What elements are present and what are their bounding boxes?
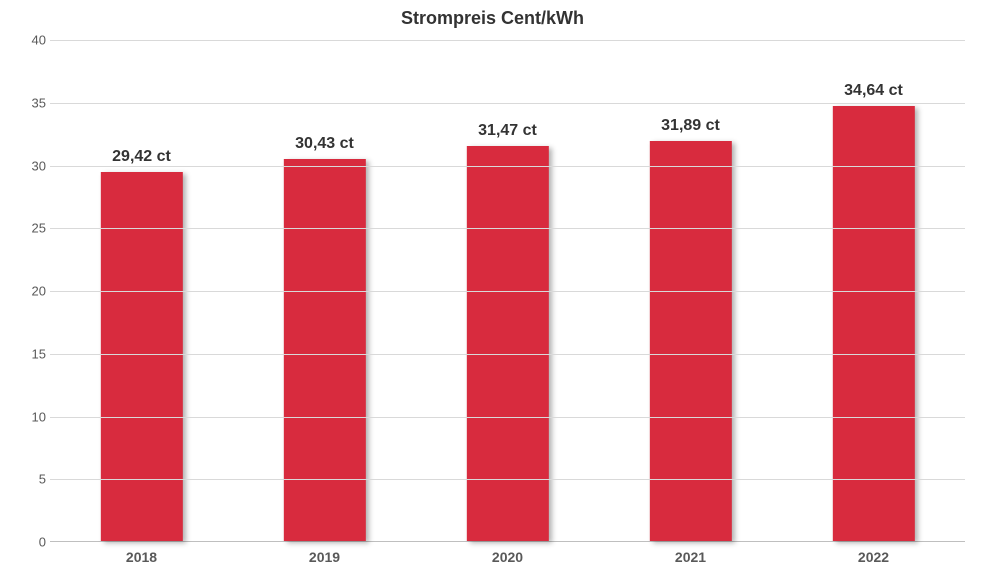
gridline [50, 479, 965, 480]
bar: 31,47 ct [466, 146, 548, 541]
ytick-label: 25 [0, 221, 46, 236]
ytick-label: 35 [0, 95, 46, 110]
gridline [50, 166, 965, 167]
gridline [50, 103, 965, 104]
bar-value-label: 30,43 ct [295, 135, 354, 153]
gridline [50, 228, 965, 229]
chart-container: Strompreis Cent/kWh 29,42 ct 30,43 ct 31,4… [0, 0, 985, 582]
ytick-label: 10 [0, 409, 46, 424]
ytick-label: 5 [0, 472, 46, 487]
xtick-label: 2018 [50, 549, 233, 565]
plot-area: 29,42 ct 30,43 ct 31,47 ct 31,89 ct 34,64 ct… [50, 40, 965, 542]
gridline [50, 291, 965, 292]
ytick-label: 20 [0, 284, 46, 299]
bar-value-label: 34,64 ct [844, 82, 903, 100]
bar-value-label: 29,42 ct [112, 148, 171, 166]
xtick-label: 2020 [416, 549, 599, 565]
bar-value-label: 31,89 ct [661, 117, 720, 135]
ytick-label: 30 [0, 158, 46, 173]
chart-title: Strompreis Cent/kWh [0, 8, 985, 29]
bar-value-label: 31,47 ct [478, 122, 537, 140]
ytick-label: 0 [0, 535, 46, 550]
bar: 29,42 ct [100, 172, 182, 541]
gridline [50, 417, 965, 418]
bar: 30,43 ct [283, 159, 365, 541]
xtick-label: 2022 [782, 549, 965, 565]
bar: 34,64 ct [832, 106, 914, 541]
xtick-label: 2019 [233, 549, 416, 565]
gridline [50, 40, 965, 41]
xtick-label: 2021 [599, 549, 782, 565]
bar: 31,89 ct [649, 141, 731, 541]
gridline [50, 354, 965, 355]
ytick-label: 15 [0, 346, 46, 361]
ytick-label: 40 [0, 33, 46, 48]
